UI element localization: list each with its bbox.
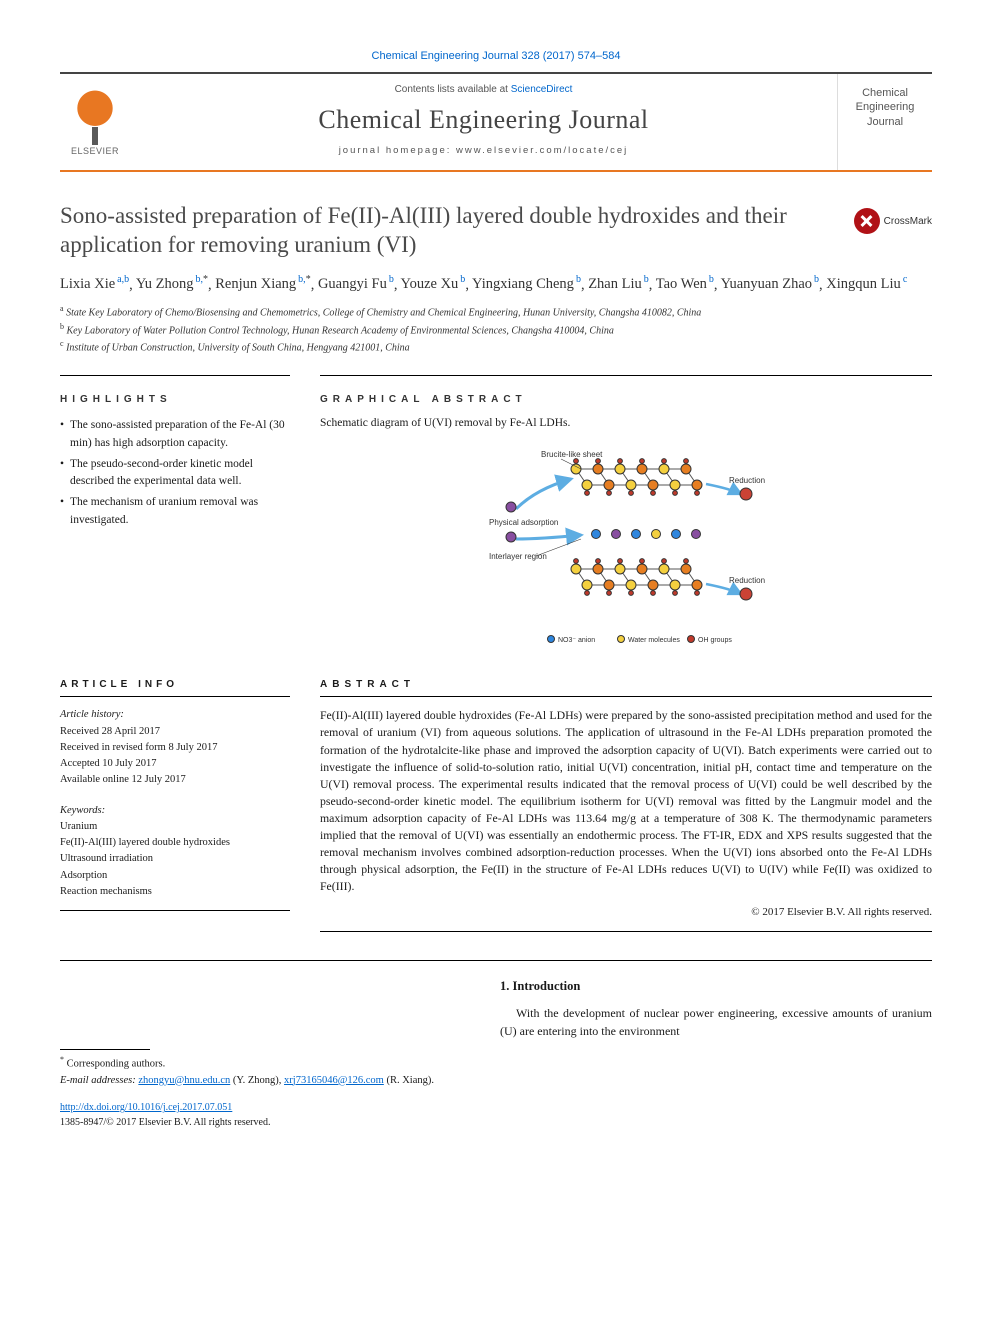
author: Yu Zhong b,* <box>136 276 208 292</box>
journal-homepage: journal homepage: www.elsevier.com/locat… <box>130 145 837 156</box>
author: Youze Xu b <box>401 276 466 292</box>
article-history-header: Article history: <box>60 707 290 723</box>
introduction-heading: 1. Introduction <box>500 979 932 994</box>
svg-text:Water molecules: Water molecules <box>628 637 680 644</box>
journal-header: ELSEVIER Contents lists available at Sci… <box>60 72 932 172</box>
elsevier-logo: ELSEVIER <box>60 74 130 170</box>
author: Renjun Xiang b,* <box>215 276 310 292</box>
journal-cover-thumb: Chemical Engineering Journal <box>837 74 932 170</box>
email-line: E-mail addresses: zhongyu@hnu.edu.cn (Y.… <box>60 1073 470 1089</box>
highlight-item: The mechanism of uranium removal was inv… <box>60 494 290 529</box>
highlights-list: The sono-assisted preparation of the Fe-… <box>60 417 290 529</box>
affiliation-list: a State Key Laboratory of Chemo/Biosensi… <box>60 303 932 355</box>
author-email-link[interactable]: xrj73165046@126.com <box>284 1075 384 1086</box>
corresponding-label: Corresponding authors. <box>67 1059 166 1070</box>
corresponding-note: * Corresponding authors. <box>60 1054 470 1072</box>
contents-available-line: Contents lists available at ScienceDirec… <box>130 84 837 95</box>
issn-copyright: 1385-8947/© 2017 Elsevier B.V. All right… <box>60 1117 270 1128</box>
copyright-line: © 2017 Elsevier B.V. All rights reserved… <box>320 905 932 921</box>
elsevier-tree-icon <box>70 89 120 144</box>
highlight-item: The pseudo-second-order kinetic model de… <box>60 456 290 491</box>
author: Yuanyuan Zhao b <box>721 276 819 292</box>
author-list: Lixia Xie a,b, Yu Zhong b,*, Renjun Xian… <box>60 274 932 296</box>
author: Lixia Xie a,b <box>60 276 129 292</box>
abstract-heading: ABSTRACT <box>320 679 932 690</box>
ldh-schematic-svg: Brucite-like sheet Physical adsorption Int… <box>481 439 771 659</box>
citation-line: Chemical Engineering Journal 328 (2017) … <box>60 50 932 62</box>
abstract-text: Fe(II)-Al(III) layered double hydroxides… <box>320 708 932 893</box>
author: Guangyi Fu b <box>318 276 394 292</box>
contents-text: Contents lists available at <box>395 84 511 95</box>
history-line: Received 28 April 2017 <box>60 724 290 740</box>
graphical-abstract-figure: Brucite-like sheet Physical adsorption Int… <box>481 439 771 659</box>
svg-text:Brucite-like sheet: Brucite-like sheet <box>541 450 603 459</box>
doi-block: http://dx.doi.org/10.1016/j.cej.2017.07.… <box>60 1100 470 1130</box>
highlights-heading: HIGHLIGHTS <box>60 394 290 405</box>
history-line: Accepted 10 July 2017 <box>60 756 290 772</box>
introduction-paragraph: With the development of nuclear power en… <box>500 1004 932 1040</box>
svg-text:Reduction: Reduction <box>729 476 765 485</box>
keywords-header: Keywords: <box>60 803 290 819</box>
history-line: Available online 12 July 2017 <box>60 772 290 788</box>
author-email-link[interactable]: zhongyu@hnu.edu.cn <box>138 1075 230 1086</box>
keyword: Fe(II)-Al(III) layered double hydroxides <box>60 835 290 851</box>
affiliation: c Institute of Urban Construction, Unive… <box>60 338 932 355</box>
history-line: Received in revised form 8 July 2017 <box>60 740 290 756</box>
affiliation: b Key Laboratory of Water Pollution Cont… <box>60 321 932 338</box>
sciencedirect-link[interactable]: ScienceDirect <box>511 84 573 95</box>
svg-text:Interlayer region: Interlayer region <box>489 552 547 561</box>
article-info-block: Article history: Received 28 April 2017R… <box>60 696 290 911</box>
cover-word-3: Journal <box>844 115 926 129</box>
svg-text:OH groups: OH groups <box>698 637 732 644</box>
article-info-heading: ARTICLE INFO <box>60 679 290 690</box>
email-label: E-mail addresses: <box>60 1075 136 1086</box>
doi-link[interactable]: http://dx.doi.org/10.1016/j.cej.2017.07.… <box>60 1102 232 1113</box>
cover-word-2: Engineering <box>844 100 926 114</box>
abstract-block: Fe(II)-Al(III) layered double hydroxides… <box>320 696 932 932</box>
crossmark-label: CrossMark <box>884 216 932 227</box>
keyword: Reaction mechanisms <box>60 884 290 900</box>
keyword: Uranium <box>60 819 290 835</box>
highlight-item: The sono-assisted preparation of the Fe-… <box>60 417 290 452</box>
svg-text:Physical adsorption: Physical adsorption <box>489 518 558 527</box>
journal-name: Chemical Engineering Journal <box>130 105 837 135</box>
crossmark-icon <box>854 208 880 234</box>
svg-text:NO3⁻ anion: NO3⁻ anion <box>558 637 595 644</box>
author: Zhan Liu b <box>588 276 649 292</box>
affiliation: a State Key Laboratory of Chemo/Biosensi… <box>60 303 932 320</box>
graphical-abstract-caption: Schematic diagram of U(VI) removal by Fe… <box>320 417 932 429</box>
article-title: Sono-assisted preparation of Fe(II)-Al(I… <box>60 202 842 260</box>
graphical-abstract-heading: GRAPHICAL ABSTRACT <box>320 394 932 405</box>
cover-word-1: Chemical <box>844 86 926 100</box>
svg-text:Reduction: Reduction <box>729 576 765 585</box>
author: Tao Wen b <box>656 276 714 292</box>
keyword: Adsorption <box>60 868 290 884</box>
author: Yingxiang Cheng b <box>472 276 581 292</box>
author: Xingqun Liu c <box>826 276 907 292</box>
keyword: Ultrasound irradiation <box>60 851 290 867</box>
crossmark-badge[interactable]: CrossMark <box>854 202 932 234</box>
elsevier-wordmark: ELSEVIER <box>71 146 119 156</box>
